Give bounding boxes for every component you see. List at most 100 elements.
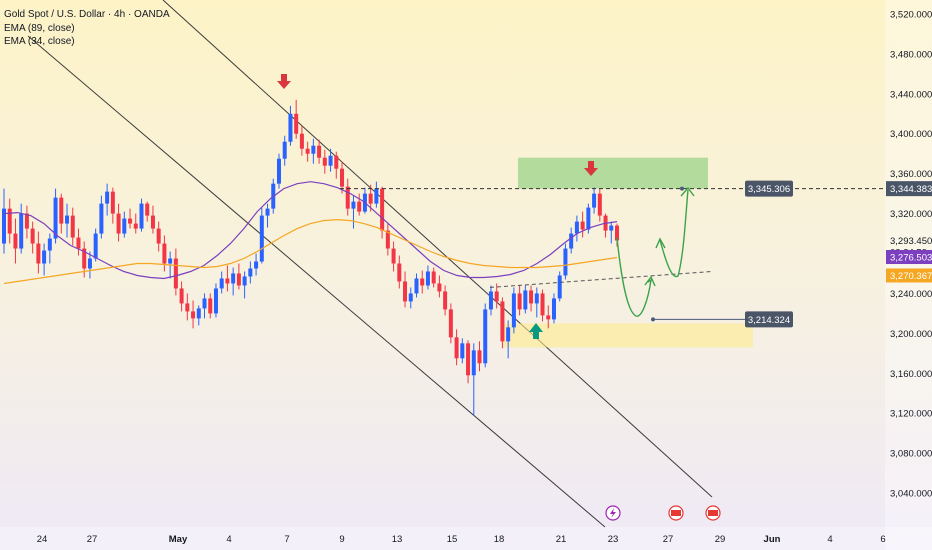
candle-body — [196, 308, 201, 319]
x-tick-label: 6 — [880, 534, 885, 545]
sell-arrow-icon[interactable] — [277, 74, 291, 89]
y-tick-label: 3,120.000 — [890, 409, 932, 420]
price-axis[interactable]: 3,040.000 3,080.000 3,120.000 3,160.000 3,20… — [885, 0, 932, 550]
candle-body — [374, 188, 379, 204]
support-price-label-box[interactable] — [745, 311, 793, 328]
lightning-icon — [610, 508, 616, 518]
candle-body — [47, 238, 52, 251]
projection-arrowhead-up-3 — [680, 186, 695, 197]
target-anchor — [680, 186, 684, 191]
x-tick-label: 13 — [392, 534, 403, 545]
candle-body — [168, 258, 173, 264]
ema89-legend[interactable]: EMA (89, close) — [4, 22, 75, 34]
candle-body — [288, 113, 293, 142]
candle-body — [150, 215, 155, 229]
candle-body — [133, 223, 138, 229]
sell-arrow-icon[interactable] — [584, 161, 598, 176]
time-axis[interactable]: 24 27 May 4 7 9 13 15 18 21 23 27 29 Jun 4 6 — [0, 527, 932, 550]
candle-body — [311, 145, 316, 154]
x-tick-label: 23 — [608, 534, 619, 545]
ema34-axis-label: 3,276.503 — [890, 253, 932, 264]
candle-body — [305, 148, 310, 154]
candle-body — [219, 278, 224, 289]
x-tick-label: 7 — [284, 534, 289, 545]
resistance-axis-label: 3,344.383 — [890, 184, 932, 195]
candle-body — [357, 201, 362, 212]
candle-body — [87, 258, 92, 269]
candle-body — [162, 243, 167, 264]
symbol-title[interactable]: Gold Spot / U.S. Dollar · 4h · OANDA — [4, 9, 170, 20]
resistance-zone[interactable] — [518, 157, 708, 189]
y-tick-label: 3,440.000 — [890, 89, 932, 100]
target-price-label-box[interactable] — [745, 180, 793, 197]
y-tick-label: 3,360.000 — [890, 169, 932, 180]
candle-body — [225, 278, 230, 284]
candle-body — [340, 168, 345, 187]
ema34-axis-label-bg — [886, 250, 932, 265]
projection-arrowhead-up-2 — [655, 237, 666, 249]
channel-upper-line[interactable] — [162, 0, 713, 498]
candle-body — [82, 248, 87, 269]
candle-body — [483, 309, 488, 364]
candle-body — [448, 309, 453, 338]
ema34-line[interactable] — [3, 181, 618, 280]
candle-body — [403, 281, 408, 302]
candle-body — [254, 261, 259, 269]
us-flag-icon — [671, 510, 681, 516]
candle-body — [597, 193, 602, 216]
drawings: 3,345.306 3,214.324 — [277, 74, 885, 521]
buy-arrow-icon[interactable] — [529, 323, 543, 339]
ema89-line[interactable] — [3, 218, 618, 285]
candle-body — [345, 186, 350, 209]
candle-body — [397, 263, 402, 282]
target-price-label: 3,345.306 — [748, 184, 790, 195]
candle-body — [328, 155, 333, 166]
candle-body — [506, 327, 511, 342]
candle-body — [202, 298, 207, 309]
candle-body — [408, 293, 413, 302]
candle-body — [488, 291, 493, 310]
candle-body — [93, 233, 98, 259]
candle-body — [563, 248, 568, 276]
candle-body — [443, 291, 448, 310]
support-line-anchor — [651, 317, 655, 322]
candle-body — [282, 141, 287, 159]
candles — [2, 99, 619, 416]
x-tick-label: Jun — [764, 534, 781, 545]
x-tick-label: 4 — [827, 534, 832, 545]
y-tick-label: 3,080.000 — [890, 449, 932, 460]
candle-body — [546, 315, 551, 320]
candle-body — [99, 203, 104, 234]
ema34-legend[interactable]: EMA (34, close) — [4, 36, 75, 47]
candle-body — [110, 191, 115, 214]
us-flag-icon-2 — [708, 510, 718, 516]
candle-body — [59, 197, 64, 224]
ema89-axis-label: 3,270.367 — [890, 271, 932, 282]
candle-body — [511, 293, 516, 328]
y-tick-label: 3,240.000 — [890, 289, 932, 300]
candle-body — [529, 290, 534, 304]
mid-dashed-line[interactable] — [489, 270, 713, 288]
candle-body — [156, 228, 161, 244]
candle-body — [53, 197, 58, 239]
candle-body — [334, 155, 339, 169]
candle-body — [609, 225, 614, 231]
support-zone[interactable] — [503, 323, 753, 348]
channel-lower-line[interactable] — [27, 35, 606, 528]
candle-body — [139, 203, 144, 229]
candle-body — [42, 250, 47, 264]
candle-body — [431, 271, 436, 284]
projection-path[interactable] — [616, 189, 689, 317]
ema-lines — [3, 181, 618, 285]
candle-body — [351, 201, 356, 209]
candle-body — [477, 350, 482, 364]
candle-body — [437, 283, 442, 292]
candle-body — [460, 343, 465, 359]
y-tick-label: 3,320.000 — [890, 209, 932, 220]
y-tick-label: 3,160.000 — [890, 369, 932, 380]
candle-body — [615, 225, 619, 241]
candle-body — [70, 215, 75, 238]
candle-body — [540, 293, 545, 316]
